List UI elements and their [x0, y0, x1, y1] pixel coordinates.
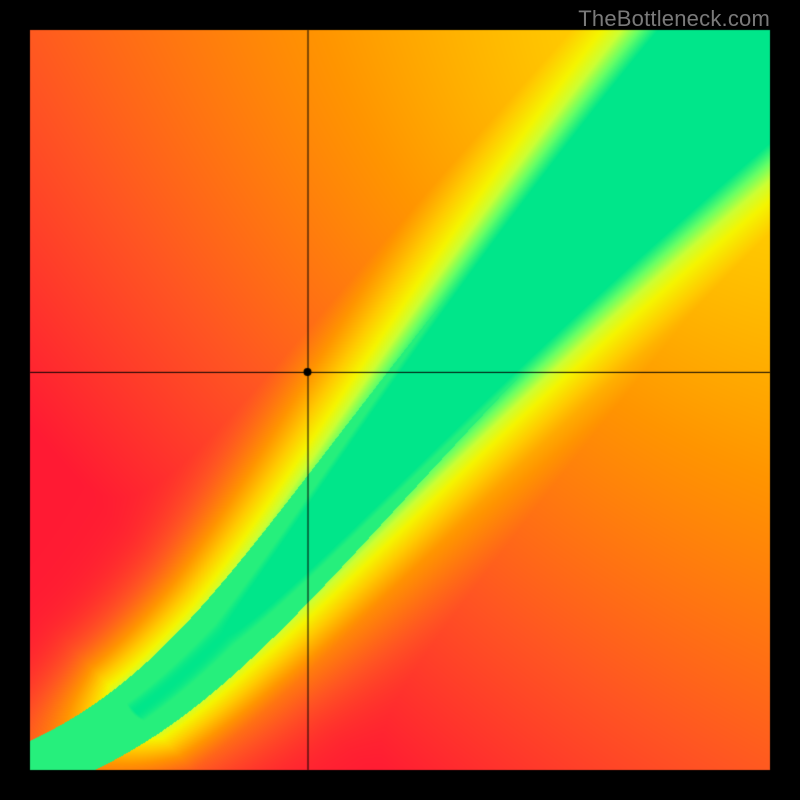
crosshair-overlay [0, 0, 800, 800]
chart-container: TheBottleneck.com [0, 0, 800, 800]
watermark-text: TheBottleneck.com [578, 6, 770, 32]
